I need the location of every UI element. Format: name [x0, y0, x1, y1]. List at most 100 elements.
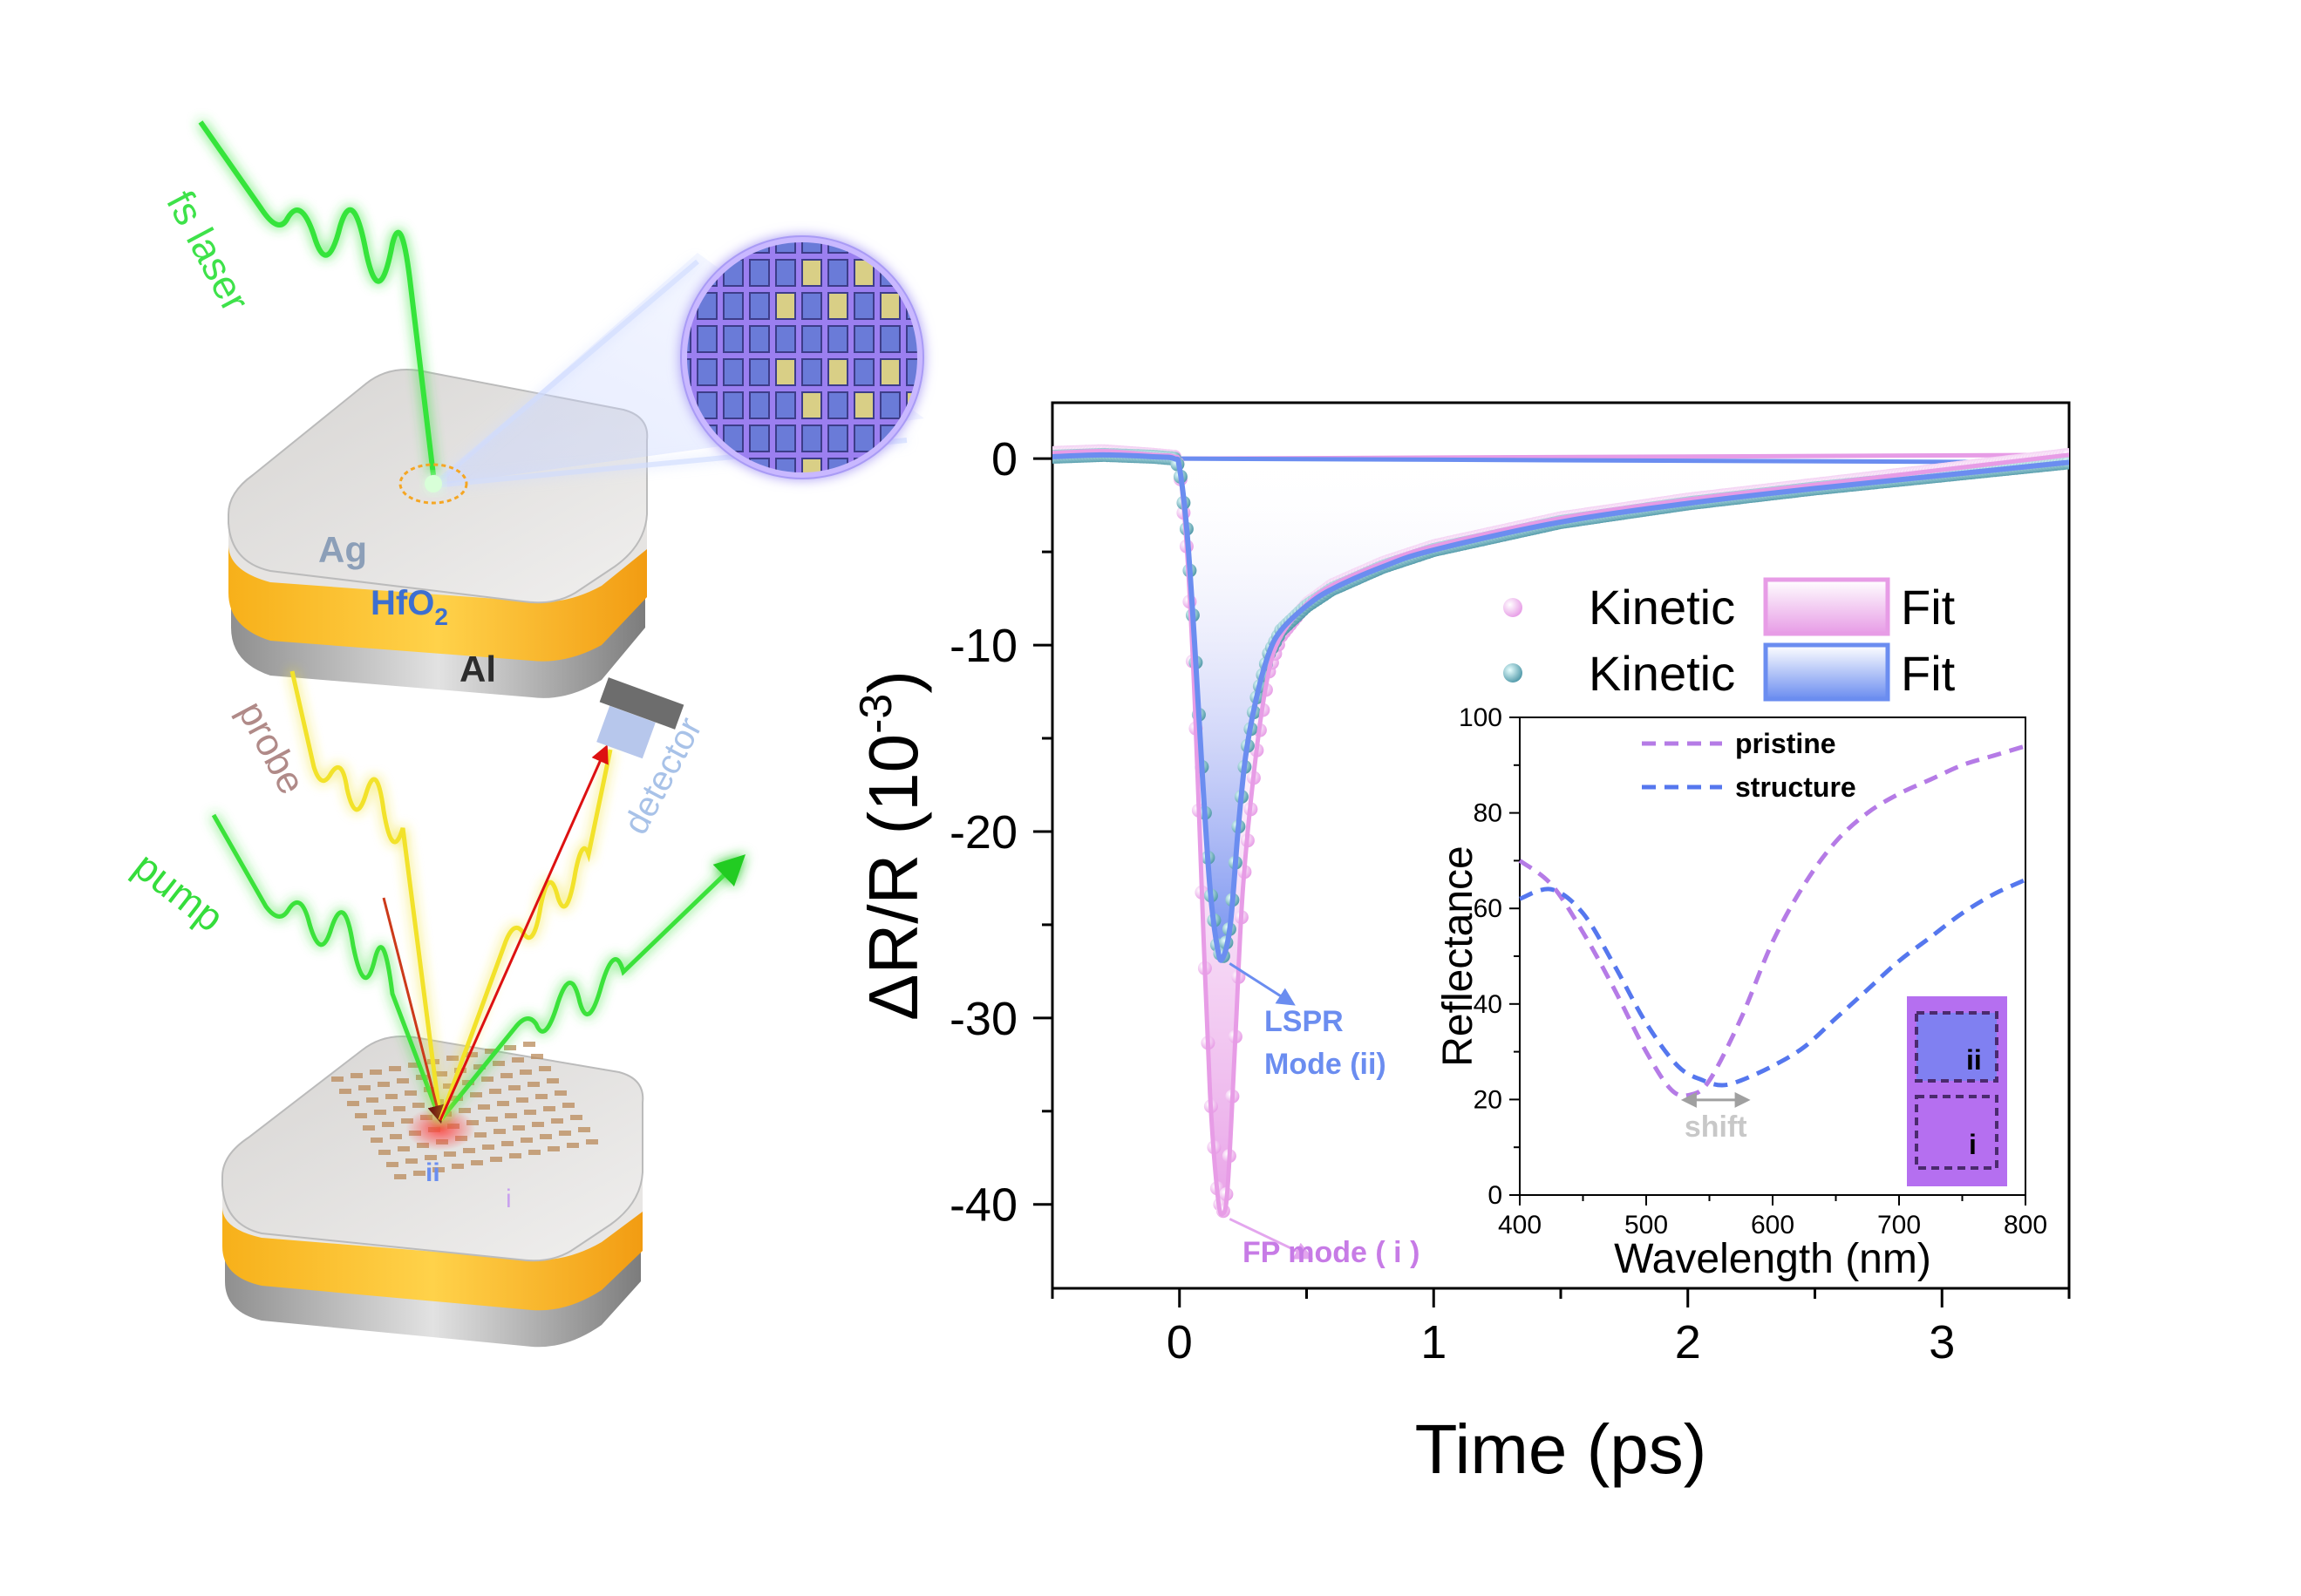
grating-bar: [393, 1106, 405, 1111]
grating-cell: [723, 325, 744, 353]
grating-cell: [749, 292, 770, 320]
grating-bar: [512, 1057, 524, 1063]
x-tick-label: 1: [1420, 1316, 1447, 1368]
probe-beam-out: [438, 749, 613, 1121]
grating-bar: [398, 1146, 410, 1151]
y-axis-label-sup: -3: [851, 694, 902, 734]
grating-bar: [413, 1171, 425, 1176]
grating-cell: [827, 358, 848, 386]
grating-bar: [351, 1073, 363, 1078]
grating-bar: [586, 1139, 598, 1144]
grating-bar: [370, 1070, 382, 1075]
grating-bar: [485, 1049, 497, 1054]
grating-cell: [697, 391, 718, 419]
legend-swatch-fit-fp: [1763, 577, 1890, 636]
schematic: fs laser Ag HfO2 Al probe detector: [126, 120, 924, 1348]
lspr-annotation-line1: LSPR: [1264, 1005, 1344, 1038]
laser-spot-ring: [398, 463, 468, 505]
grating-bar: [397, 1078, 409, 1083]
inset-region-i-label: i: [1969, 1129, 1977, 1160]
grating-cell: [697, 325, 718, 353]
inset-region-ii-box: [1915, 1011, 1998, 1083]
x-tick-label: 3: [1929, 1316, 1955, 1368]
y-tick-label: -10: [950, 620, 1018, 672]
grating-bar: [523, 1042, 535, 1047]
grating-bar: [528, 1082, 540, 1087]
grating-cell: [906, 259, 920, 287]
y-tick-label: -20: [950, 806, 1018, 859]
magnified-grating-icon: [680, 235, 924, 479]
grating-bar: [513, 1125, 525, 1131]
grating-cell: [880, 292, 901, 320]
inset-legend-label-structure: structure: [1735, 771, 1856, 803]
grating-cell: [697, 240, 718, 254]
grating-cell: [880, 391, 901, 419]
legend-marker-kinetic-fp: [1503, 598, 1522, 617]
region-ii-label: ii: [425, 1158, 440, 1187]
y-axis-label-main: ΔR/R (10: [854, 734, 932, 1021]
grating-cell: [723, 240, 744, 254]
grating-bar: [432, 1167, 445, 1172]
grating-cell: [880, 240, 901, 254]
grating-bar: [443, 1083, 455, 1089]
grating-cell: [775, 424, 796, 452]
grating-bar: [540, 1134, 552, 1139]
inset-y-tick-label: 40: [1474, 990, 1502, 1019]
inset-region-i-box: [1915, 1095, 1998, 1170]
grating-bar: [386, 1162, 398, 1167]
grating-bar: [478, 1104, 490, 1110]
grating-bar: [463, 1148, 475, 1153]
grating-bar: [559, 1131, 571, 1136]
grating-bar: [405, 1090, 417, 1096]
grating-bar: [331, 1076, 344, 1082]
probe-arrow-out: [439, 744, 609, 1121]
inset-y-axis-label: Reflectance: [1435, 846, 1481, 1066]
grating-bar: [401, 1118, 413, 1124]
grating-bar: [378, 1082, 390, 1087]
legend-swatch-fit-lspr: [1763, 642, 1890, 702]
grating-bar: [425, 1155, 437, 1160]
probe-beam-in: [289, 670, 443, 1121]
hfo2-text: HfO: [371, 584, 434, 622]
legend: Kinetic Fit Kinetic Fit: [1503, 577, 1956, 702]
grating-cell: [749, 358, 770, 386]
grating-cell: [801, 391, 822, 419]
grating-bar: [473, 1064, 486, 1070]
grating-bar: [366, 1097, 378, 1103]
grating-cell: [684, 240, 691, 254]
grating-cell: [854, 358, 875, 386]
grating-bar: [494, 1129, 506, 1134]
grating-bar: [520, 1070, 532, 1075]
fp-annotation: FP mode ( i ): [1242, 1236, 1419, 1269]
fs-laser-beam: [198, 120, 436, 476]
grating-bar: [535, 1094, 548, 1099]
grating-cell: [880, 358, 901, 386]
legend-label-fit-fp: Fit: [1901, 580, 1956, 635]
grating-cell: [880, 458, 901, 475]
legend-label-kinetic-lspr: Kinetic: [1589, 646, 1735, 701]
grating-bar: [500, 1073, 513, 1078]
grating-cell: [723, 358, 744, 386]
grating-cell: [827, 259, 848, 287]
grating-bar: [493, 1061, 505, 1066]
inset-x-tick-label: 800: [2004, 1211, 2047, 1239]
grating-bar: [490, 1157, 502, 1162]
series-fit-lspr: [1052, 452, 2069, 963]
y-tick-label: 0: [991, 433, 1018, 486]
inset-chart: 400 500 600 700 800 0 20 40 60 80 100 pristine str…: [1435, 703, 2047, 1282]
grating-bar: [504, 1045, 516, 1050]
grating-cell: [801, 292, 822, 320]
grating-bar: [452, 1164, 464, 1169]
grating-bar: [548, 1146, 560, 1151]
grating-bar: [444, 1151, 456, 1157]
grating-bar: [394, 1174, 406, 1179]
y-axis-label: ΔR/R (10-3): [851, 670, 932, 1021]
series-upper-line-lspr: [1179, 456, 2069, 465]
grating-cell: [775, 391, 796, 419]
grating-bar: [412, 1103, 425, 1108]
grating-cell: [854, 391, 875, 419]
grating-cell: [775, 292, 796, 320]
grating-bar: [363, 1125, 375, 1131]
x-tick-label: 0: [1167, 1316, 1193, 1368]
